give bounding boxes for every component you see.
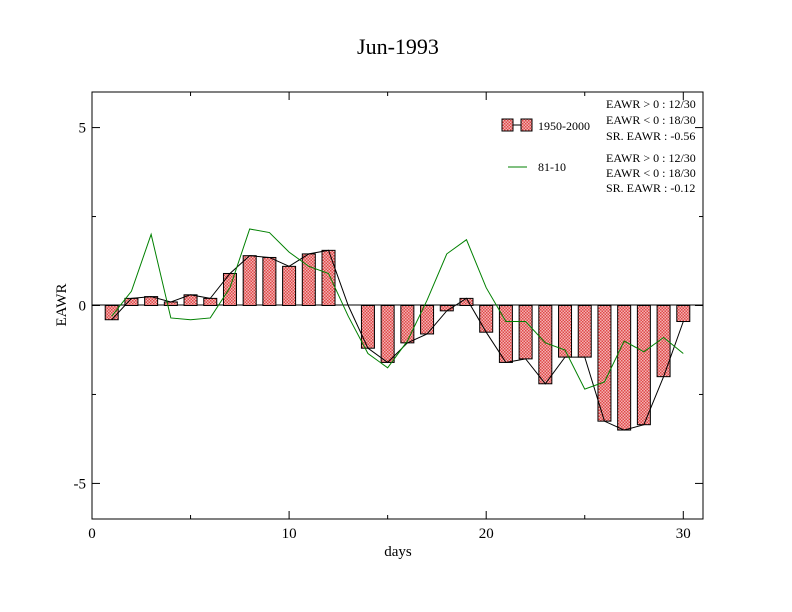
- bar-day-10: [282, 265, 297, 307]
- bar-day-28: [636, 305, 651, 426]
- bar-day-4: [163, 301, 178, 307]
- bar-day-14: [360, 305, 375, 349]
- stat-negative-1950-2000: EAWR < 0 : 18/30: [606, 113, 696, 127]
- x-tick-label: 30: [676, 526, 691, 542]
- bar-day-27: [617, 305, 632, 431]
- bar-day-16: [400, 305, 415, 344]
- y-tick-label: 0: [79, 299, 87, 315]
- legend-label-81-10: 81-10: [538, 160, 566, 174]
- bar-day-25: [577, 305, 592, 358]
- bar-day-9: [262, 256, 277, 306]
- bar-day-12: [321, 249, 336, 307]
- x-axis: 0 10 20 30: [88, 92, 691, 542]
- y-tick-label: 5: [79, 121, 87, 137]
- x-tick-label: 0: [88, 526, 96, 542]
- bar-day-20: [479, 305, 494, 333]
- bar-day-11: [301, 253, 316, 306]
- bar-day-2: [124, 297, 139, 306]
- legend-bar-swatch-1: [501, 118, 514, 132]
- bar-day-1: [104, 305, 119, 321]
- line-81-10-path: [111, 228, 684, 390]
- stat-sr-1950-2000: SR. EAWR : -0.56: [606, 129, 695, 143]
- bar-connector-line: [111, 249, 684, 431]
- line-series-81-10: [111, 228, 684, 390]
- x-tick-label: 20: [479, 526, 494, 542]
- bar-day-19: [459, 297, 474, 306]
- legend: 1950-2000 81-10 EAWR > 0 : 12/30 EAWR < …: [501, 97, 696, 195]
- y-tick-label: -5: [74, 476, 87, 492]
- bar-day-15: [380, 305, 395, 363]
- stat-negative-81-10: EAWR < 0 : 18/30: [606, 166, 696, 180]
- stat-sr-81-10: SR. EAWR : -0.12: [606, 181, 695, 195]
- y-axis: -5 0 5: [74, 121, 703, 492]
- stat-positive-1950-2000: EAWR > 0 : 12/30: [606, 97, 696, 111]
- legend-bar-swatch-2: [520, 118, 533, 132]
- bar-series-1950-2000: [104, 249, 691, 431]
- stat-positive-81-10: EAWR > 0 : 12/30: [606, 151, 696, 165]
- bar-day-30: [676, 305, 691, 323]
- bar-day-6: [203, 297, 218, 306]
- y-axis-label: EAWR: [54, 284, 70, 327]
- bar-day-26: [597, 305, 612, 422]
- x-axis-label: days: [384, 544, 412, 560]
- chart-title: Jun-1993: [357, 34, 439, 59]
- legend-label-1950-2000: 1950-2000: [538, 119, 590, 133]
- bar-day-8: [242, 255, 257, 306]
- bar-day-24: [558, 305, 573, 358]
- bar-connector-path: [111, 249, 684, 431]
- x-tick-label: 10: [282, 526, 297, 542]
- bar-day-22: [518, 305, 533, 360]
- bar-day-7: [222, 272, 237, 307]
